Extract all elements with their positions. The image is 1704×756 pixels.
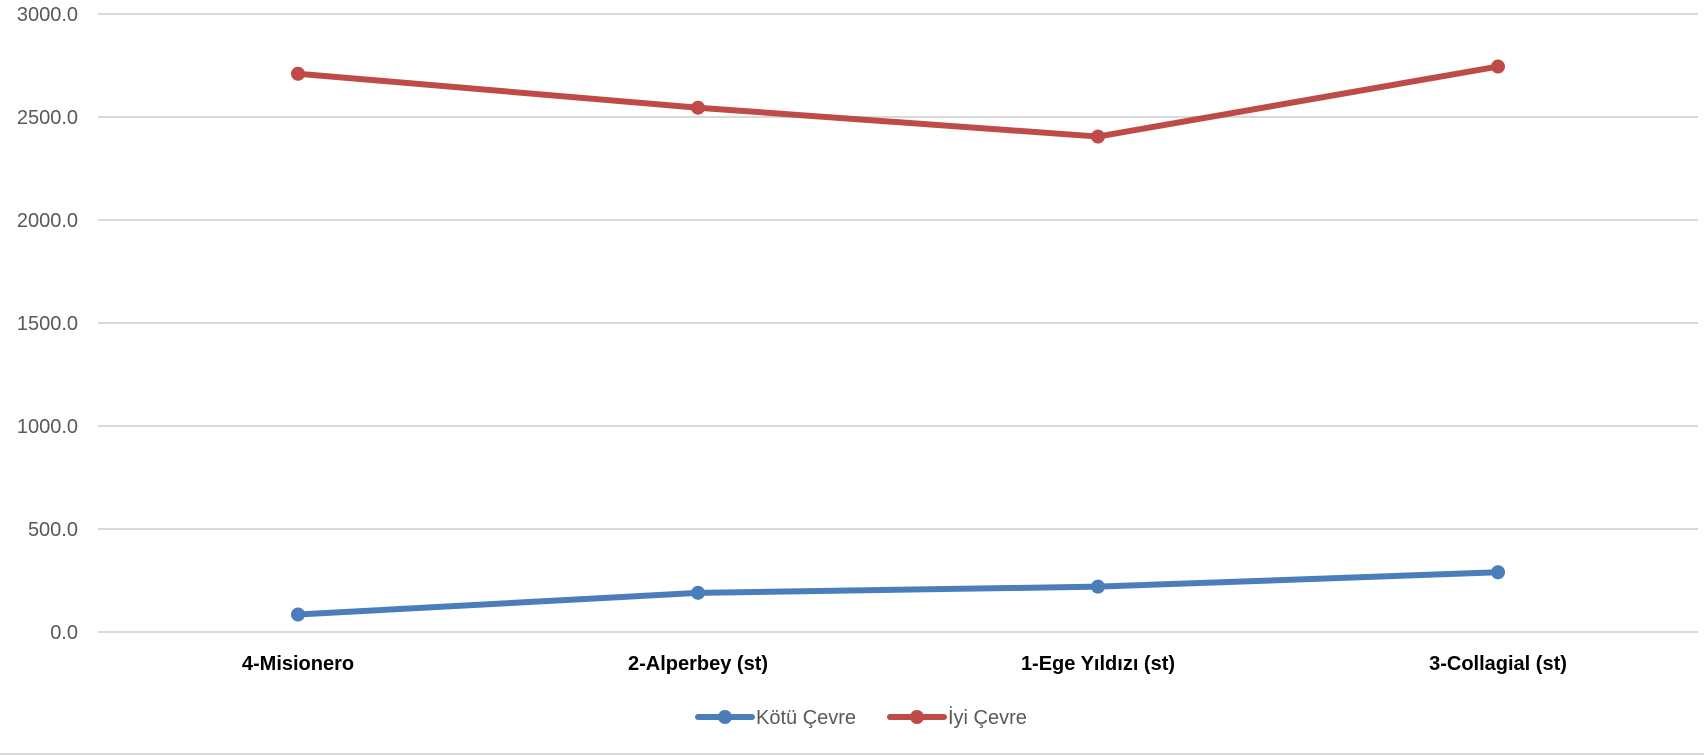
series-line-0 — [295, 569, 1501, 618]
data-point — [1491, 59, 1505, 74]
y-tick-label: 1500.0 — [17, 313, 78, 335]
series-line-1 — [295, 63, 1501, 140]
legend: Kötü Çevre İyi Çevre — [695, 706, 1027, 729]
data-point — [291, 66, 305, 81]
data-point — [1491, 565, 1505, 580]
x-tick-label: 1-Ege Yıldızı (st) — [1021, 653, 1175, 675]
data-point — [691, 585, 705, 600]
legend-marker-0 — [718, 710, 732, 724]
data-point — [1091, 129, 1105, 144]
y-tick-label: 500.0 — [28, 519, 78, 541]
x-tick-label: 3-Collagial (st) — [1429, 653, 1567, 675]
data-point — [1091, 579, 1105, 594]
y-axis: 0.0 500.0 1000.0 1500.0 2000.0 2500.0 3000.0 — [17, 4, 78, 644]
x-tick-label: 4-Misionero — [242, 653, 354, 675]
legend-marker-1 — [910, 710, 924, 724]
x-axis: 4-Misionero 2-Alperbey (st) 1-Ege Yıldızı … — [242, 653, 1567, 675]
y-tick-label: 2500.0 — [17, 107, 78, 129]
gridlines — [98, 13, 1698, 633]
series-layer — [291, 59, 1505, 622]
legend-label-0: Kötü Çevre — [756, 707, 856, 729]
y-tick-label: 2000.0 — [17, 210, 78, 232]
data-point — [691, 100, 705, 115]
x-tick-label: 2-Alperbey (st) — [628, 653, 768, 675]
y-tick-label: 0.0 — [50, 622, 78, 644]
y-tick-label: 1000.0 — [17, 416, 78, 438]
legend-label-1: İyi Çevre — [948, 706, 1027, 729]
y-tick-label: 3000.0 — [17, 4, 78, 26]
data-point — [291, 607, 305, 622]
